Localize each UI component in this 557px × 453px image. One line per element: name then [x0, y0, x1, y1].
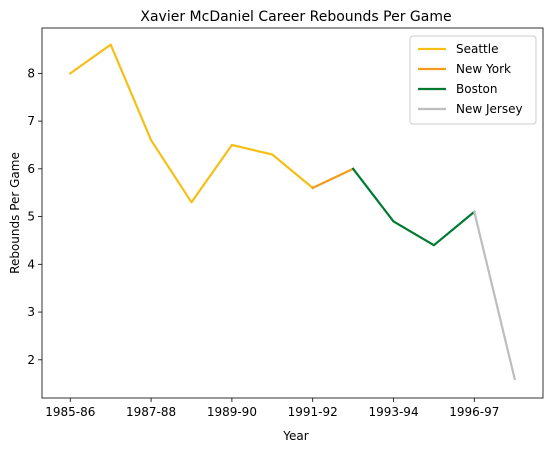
legend-label-seattle: Seattle [456, 42, 498, 56]
series-line-boston [351, 167, 476, 247]
legend-label-new-york: New York [456, 62, 511, 76]
series-line-new-york [311, 167, 355, 190]
chart-title: Xavier McDaniel Career Rebounds Per Game [140, 9, 451, 25]
x-tick-label: 1991-92 [288, 405, 338, 419]
x-tick-label: 1989-90 [207, 405, 257, 419]
series-line-seattle [68, 43, 315, 204]
y-tick-label: 6 [27, 162, 35, 176]
y-tick-label: 4 [27, 257, 35, 271]
y-axis: 2 3 4 5 6 7 8 [27, 66, 42, 367]
x-axis-label: Year [282, 429, 308, 443]
x-tick-label: 1993-94 [368, 405, 418, 419]
y-tick-label: 2 [27, 353, 35, 367]
y-tick-label: 8 [27, 66, 35, 80]
y-axis-label: Rebounds Per Game [8, 152, 22, 274]
legend: Seattle New York Boston New Jersey [409, 35, 537, 125]
y-tick-label: 5 [27, 210, 35, 224]
legend-box [409, 35, 537, 125]
x-tick-label: 1996-97 [449, 405, 499, 419]
x-axis: 1985-86 1987-88 1989-90 1991-92 1993-94 1996-… [45, 398, 499, 419]
y-tick-label: 3 [27, 305, 35, 319]
x-tick-label: 1985-86 [45, 405, 95, 419]
y-tick-label: 7 [27, 114, 35, 128]
x-tick-label: 1987-88 [126, 405, 176, 419]
legend-label-new-jersey: New Jersey [456, 102, 523, 116]
series-line-new-jersey [472, 210, 517, 381]
plot-frame [41, 27, 544, 399]
legend-label-boston: Boston [456, 82, 497, 96]
plot-lines [68, 43, 517, 381]
